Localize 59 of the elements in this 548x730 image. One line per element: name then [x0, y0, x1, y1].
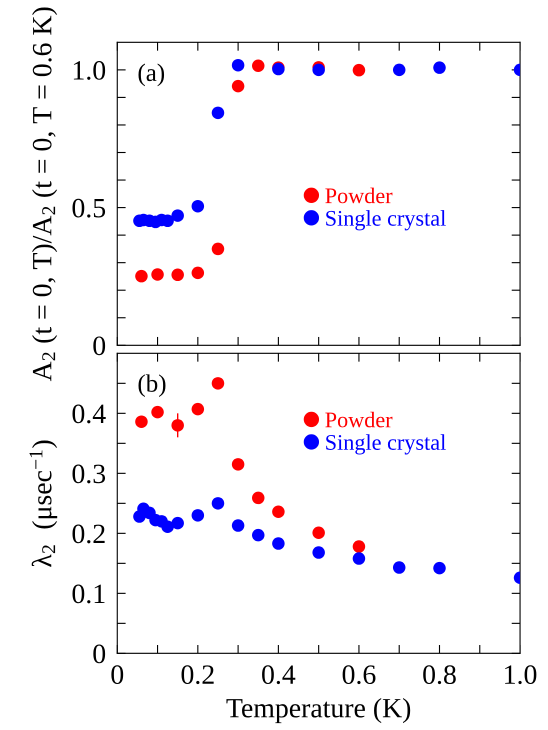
point — [392, 561, 406, 574]
point — [212, 242, 224, 256]
point — [433, 61, 446, 74]
y-tick-label: 0.5 — [72, 198, 106, 218]
point — [312, 546, 325, 559]
legend-label: Powder — [325, 188, 392, 204]
y-tick-label: 0 — [93, 336, 106, 356]
point — [135, 270, 148, 282]
point — [392, 64, 406, 76]
x-tick-label: 0.8 — [423, 665, 456, 684]
point — [352, 540, 366, 553]
point — [212, 106, 224, 120]
y-tick-label: 0.2 — [72, 524, 105, 544]
point — [312, 64, 325, 76]
legend-label: Single crystal — [326, 434, 446, 455]
point — [312, 526, 325, 539]
point — [272, 537, 285, 550]
text: Powder — [325, 412, 392, 428]
y-axis-title: λ$_{2}$ (μsec$^{−1}$) — [29, 440, 58, 567]
x-tick-label: 0.6 — [342, 665, 376, 684]
point — [232, 80, 244, 92]
point — [192, 509, 204, 522]
point — [252, 60, 264, 72]
point — [135, 415, 148, 428]
y-tick-label: 0.4 — [72, 404, 106, 424]
point — [272, 505, 285, 518]
point — [433, 562, 446, 574]
point — [212, 377, 224, 390]
point — [252, 492, 264, 504]
y-tick-label: 0.1 — [72, 584, 104, 604]
point — [192, 266, 204, 280]
point — [161, 520, 174, 533]
y-tick-label: 1.0 — [74, 61, 106, 80]
y-axis-title: A$_{2}$ (t = 0, T)/A$_{2}$ (t = 0, T = 0.6 K) — [32, 7, 58, 382]
point — [212, 497, 224, 510]
point — [171, 209, 184, 222]
x-tick-label: 0.2 — [182, 665, 214, 684]
x-tick-label: 0.4 — [262, 665, 296, 684]
point — [171, 419, 184, 432]
point — [252, 528, 264, 542]
point — [192, 200, 204, 212]
annotation: (a) — [138, 64, 164, 86]
x-tick-label: 1.0 — [505, 665, 536, 684]
point — [232, 519, 244, 532]
point — [171, 516, 184, 530]
x-tick-label: 0 — [111, 665, 124, 684]
point — [151, 268, 164, 281]
x-axis-title: Temperature (K) — [226, 698, 410, 724]
annotation: (b) — [138, 374, 166, 397]
point — [232, 58, 244, 72]
point — [352, 552, 366, 565]
point — [192, 402, 204, 416]
point — [171, 268, 184, 282]
point — [232, 458, 244, 471]
point — [151, 406, 164, 418]
y-tick-label: 0.3 — [72, 464, 106, 484]
y-tick-label: 0 — [93, 644, 106, 664]
point — [352, 64, 366, 76]
legend-label: Single crystal — [326, 210, 446, 230]
